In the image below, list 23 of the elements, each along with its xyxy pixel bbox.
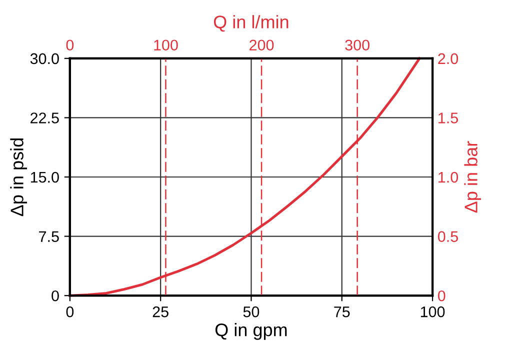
x-tick-label: 75 <box>334 306 350 318</box>
x2-tick-label: 0 <box>66 40 74 51</box>
x-tick-label: 0 <box>66 306 74 318</box>
x-tick-label: 100 <box>420 306 445 318</box>
x2-tick-label: 100 <box>154 40 178 51</box>
x2-axis-title: Q in l/min <box>214 15 288 32</box>
x-tick-label: 25 <box>152 306 168 318</box>
x-tick-label: 50 <box>243 306 260 318</box>
y2-tick-label: 1.0 <box>438 172 458 183</box>
y2-tick-label: 1.5 <box>438 112 458 124</box>
x2-tick-label: 200 <box>250 40 274 51</box>
y-tick-label: 22.5 <box>30 112 59 124</box>
y-tick-label: 30.0 <box>30 53 59 64</box>
y2-tick-label: 0 <box>438 290 446 302</box>
y-tick-label: 7.5 <box>39 231 59 242</box>
x-axis-title: Q in gpm <box>215 323 287 340</box>
x2-tick-label: 300 <box>345 40 370 51</box>
y2-axis-title: Δp in bar <box>464 141 482 213</box>
y-tick-label: 15.0 <box>30 172 59 183</box>
y-tick-label: 0 <box>52 290 59 302</box>
y2-tick-label: 0.5 <box>438 231 458 242</box>
y2-tick-label: 2.0 <box>438 53 458 64</box>
y-axis-title: Δp in psid <box>10 138 28 216</box>
